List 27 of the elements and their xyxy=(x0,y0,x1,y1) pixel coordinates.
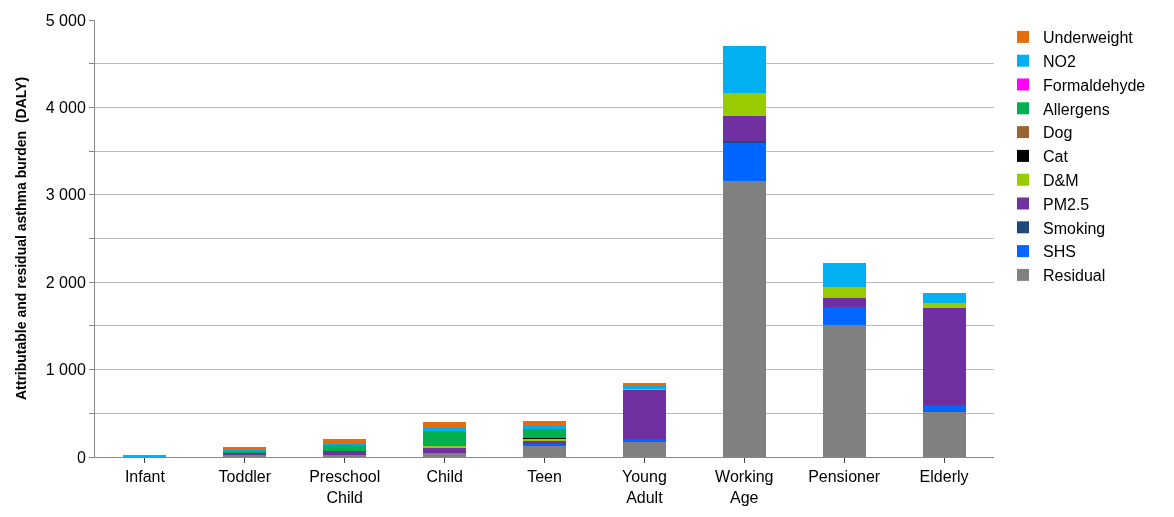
legend-label: PM2.5 xyxy=(1042,195,1090,213)
y-tick-label: 0 xyxy=(76,448,86,466)
y-tick-label: 1 000 xyxy=(45,361,86,379)
legend-label: D&M xyxy=(1042,171,1079,189)
legend-label: Smoking xyxy=(1042,219,1106,237)
legend-label: Underweight xyxy=(1042,29,1134,47)
legend-label: Dog xyxy=(1042,124,1073,142)
x-tick-label: Preschool Child xyxy=(309,468,381,506)
x-tick-label: Pensioner xyxy=(808,468,881,486)
legend-label: Formaldehyde xyxy=(1042,76,1146,94)
x-tick-label: Toddler xyxy=(218,468,272,486)
y-axis-title: Attributable and residual asthma burden (DALY) xyxy=(13,76,30,401)
x-tick-label: Teen xyxy=(527,468,562,486)
x-tick-label: Child xyxy=(426,468,463,486)
x-tick-label: Working Age xyxy=(715,468,774,506)
y-tick-label: 2 000 xyxy=(45,273,86,291)
x-tick-label: Infant xyxy=(124,468,166,486)
y-tick-label: 5 000 xyxy=(45,11,86,29)
legend-label: NO2 xyxy=(1042,52,1076,70)
y-tick-label: 4 000 xyxy=(45,99,86,116)
legend-label: Residual xyxy=(1042,267,1106,285)
legend-label: Allergens xyxy=(1042,100,1110,118)
legend-label: SHS xyxy=(1042,243,1076,261)
legend-label: Cat xyxy=(1042,148,1069,166)
y-tick-label: 3 000 xyxy=(45,186,86,204)
x-tick-label: Elderly xyxy=(919,468,969,486)
x-tick-label: Young Adult xyxy=(621,468,667,506)
